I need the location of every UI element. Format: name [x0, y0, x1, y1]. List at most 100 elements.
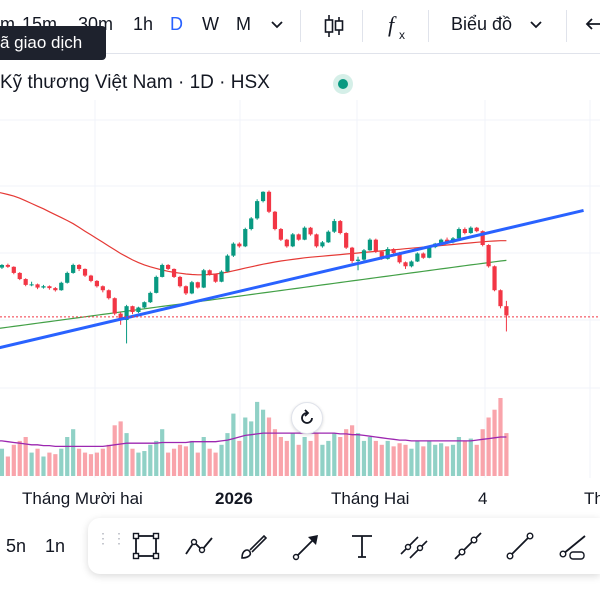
candle-body	[373, 239, 378, 252]
volume-bar	[361, 440, 367, 476]
volume-bar	[314, 433, 319, 476]
interval-w[interactable]: W	[202, 14, 219, 34]
candle	[468, 226, 473, 234]
parallel-line-icon[interactable]	[398, 530, 430, 562]
candle-body	[160, 264, 165, 277]
volume-bar	[160, 429, 165, 476]
interval-dropdown-chevron-icon[interactable]	[270, 14, 284, 39]
candle	[403, 261, 408, 269]
candle-body	[427, 247, 432, 258]
candle-body	[47, 286, 52, 289]
candle	[166, 264, 171, 271]
ma-fast-line	[0, 192, 507, 276]
volume-bar	[5, 456, 10, 476]
candle-body	[17, 272, 22, 280]
candle	[201, 268, 206, 289]
candle-body	[350, 247, 355, 261]
volume-bar	[403, 444, 408, 476]
candle-body	[71, 264, 76, 273]
rectangle-icon[interactable]	[130, 530, 162, 562]
text-icon[interactable]	[346, 530, 378, 562]
volume-bar	[421, 446, 426, 476]
candle	[302, 226, 307, 241]
volume-bar	[415, 440, 420, 476]
candle	[373, 238, 378, 253]
candle	[76, 264, 82, 272]
volume-bar	[71, 429, 76, 476]
interval-1h[interactable]: 1h	[133, 14, 154, 34]
volume-bar	[391, 446, 396, 476]
candle	[5, 263, 10, 268]
candle	[332, 218, 337, 234]
chart-type-label[interactable]: Biểu đồ	[451, 14, 513, 34]
candle	[124, 304, 129, 344]
candle	[148, 291, 153, 303]
candle-body	[474, 227, 479, 232]
price-chart[interactable]	[0, 0, 600, 480]
interval-5n[interactable]: 5n	[6, 536, 27, 556]
candle	[415, 252, 420, 263]
volume-bar	[29, 452, 34, 476]
volume-bar	[290, 433, 295, 476]
volume-bar	[53, 454, 58, 476]
volume-bar	[201, 437, 206, 476]
volume-bar	[148, 444, 153, 476]
volume-bar	[385, 440, 390, 476]
candle-body	[403, 262, 408, 267]
candle	[361, 248, 367, 261]
volume-bar	[183, 446, 189, 476]
volume-bar	[260, 409, 266, 476]
ray-icon[interactable]	[452, 530, 484, 562]
chart-type-chevron-icon[interactable]	[529, 14, 543, 39]
candle-body	[308, 227, 313, 235]
candle	[237, 242, 242, 248]
volume-bar	[308, 440, 313, 476]
interval-d[interactable]: D	[170, 14, 183, 34]
candle	[498, 289, 503, 309]
volume-bar	[41, 456, 46, 476]
trendline-icon[interactable]	[504, 530, 536, 562]
volume-bar	[243, 417, 248, 476]
candle	[231, 242, 236, 257]
candle	[367, 238, 373, 251]
candle	[35, 283, 40, 290]
reset-chart-button[interactable]	[291, 402, 323, 434]
candle-body	[249, 218, 254, 230]
back-arrow-icon[interactable]	[584, 14, 600, 39]
interval-1n[interactable]: 1n	[45, 536, 66, 556]
trendline	[0, 208, 584, 350]
x-axis-label: 4	[478, 489, 488, 508]
candle-body	[100, 286, 105, 291]
brush-icon[interactable]	[238, 530, 270, 562]
volume-bar	[504, 433, 509, 476]
candle-body	[391, 248, 396, 253]
candle-body	[361, 250, 367, 260]
candle	[100, 285, 105, 293]
candle-body	[171, 268, 177, 277]
candle-body	[201, 270, 206, 288]
candle	[391, 248, 396, 255]
candle-body	[272, 211, 278, 230]
volume-bar	[76, 448, 82, 476]
symbol-title: Kỹ thương Việt Nam · 1D · HSX	[0, 72, 270, 93]
candle	[243, 227, 248, 248]
candles-icon[interactable]	[322, 12, 346, 45]
candle-body	[462, 229, 467, 234]
arrow-icon[interactable]	[291, 530, 323, 562]
volume-bar	[47, 452, 52, 476]
info-line-icon[interactable]	[558, 530, 590, 562]
candle	[136, 306, 141, 314]
candle-body	[148, 292, 153, 303]
candle-body	[142, 302, 147, 308]
candle-body	[0, 264, 5, 268]
drag-handle-icon[interactable]: ⋮⋮	[96, 530, 128, 546]
candle	[160, 263, 165, 278]
candle-body	[326, 231, 331, 243]
interval-m[interactable]: M	[236, 14, 251, 34]
candle	[65, 271, 70, 284]
candle-body	[397, 252, 402, 263]
volume-bar	[409, 448, 414, 476]
path-icon[interactable]	[184, 530, 216, 562]
candle	[272, 210, 278, 231]
